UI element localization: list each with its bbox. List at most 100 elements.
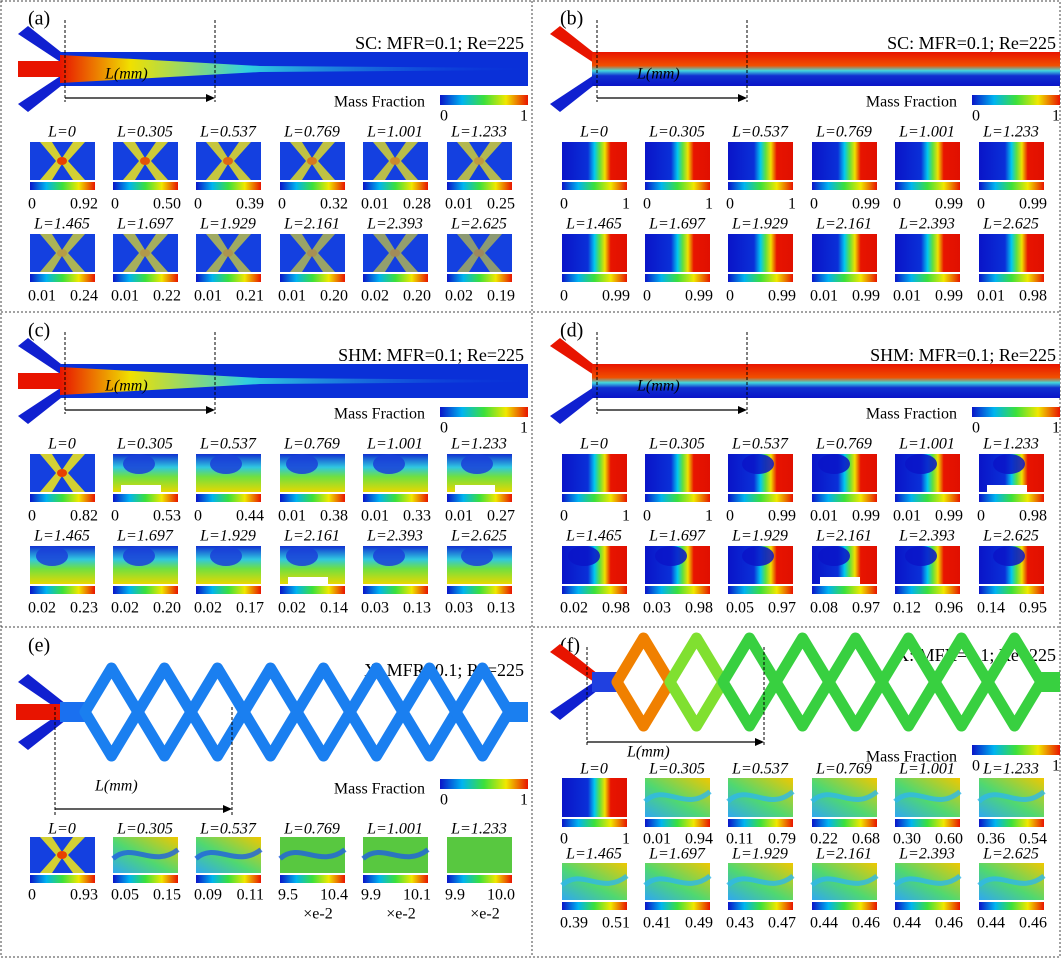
panel: (c)SHM: MFR=0.1; Re=225L(mm)Mass Fractio… [18, 320, 528, 617]
slice-max: 0.21 [236, 288, 264, 305]
slice: L=0.53700.39 [194, 124, 264, 213]
slice-label: L=1.233 [982, 761, 1039, 778]
slice-colorbar [196, 182, 261, 190]
slice-blank [288, 577, 328, 584]
slice-label: L=1.697 [648, 216, 706, 233]
slice-colorbar [363, 586, 428, 594]
panel-label: (c) [28, 320, 50, 342]
slice-min: 0.01 [810, 288, 838, 305]
slice-image [447, 837, 512, 873]
slice-pattern [373, 546, 405, 566]
slice-label: L=1.465 [565, 528, 622, 545]
slice-colorbar [562, 182, 627, 190]
slice-min: 0 [560, 288, 568, 305]
slice-max: 0.33 [403, 508, 431, 525]
zigzag-cell [297, 668, 350, 756]
slice: L=1.0010.010.33 [361, 436, 431, 525]
slice-min: 9.5 [278, 887, 298, 904]
slice-min: 0.01 [278, 508, 306, 525]
slice-pattern [373, 454, 405, 474]
slice: L=0.53700.44 [194, 436, 264, 525]
slice-label: L=1.697 [648, 528, 706, 545]
slice-max: 0.99 [852, 288, 880, 305]
slice-min: 0.44 [893, 915, 921, 932]
slice-colorbar [979, 586, 1044, 594]
legend-title: Mass Fraction [334, 781, 425, 798]
slice-label: L=1.929 [199, 216, 256, 233]
slice-colorbar [979, 902, 1044, 910]
zigzag-cell [244, 668, 297, 756]
panel-title: SHM: MFR=0.1; Re=225 [338, 345, 524, 365]
slice-min: 0 [726, 196, 734, 213]
slice-image [728, 234, 793, 272]
legend-title: Mass Fraction [866, 94, 957, 111]
slice-min: 0.03 [445, 600, 473, 617]
legend-colorbar [440, 95, 528, 105]
slice-min: 0.41 [643, 915, 671, 932]
slice-label: L=0 [47, 124, 76, 141]
slice-note: ×e-2 [303, 906, 332, 923]
slice-max: 0.99 [935, 196, 963, 213]
slice-max: 0.39 [236, 196, 264, 213]
slice-colorbar [562, 274, 627, 282]
slice-colorbar [196, 274, 261, 282]
slice-pattern [57, 157, 67, 165]
zigzag-cell [617, 638, 670, 726]
slice-label: L=1.233 [450, 821, 507, 838]
slice-max: 0.97 [768, 600, 796, 617]
slice-colorbar [979, 494, 1044, 502]
slice-colorbar [363, 182, 428, 190]
slice-max: 0.25 [487, 196, 515, 213]
slice-colorbar [895, 819, 960, 827]
slice-pattern [474, 157, 484, 165]
zigzag-cell [723, 638, 776, 726]
slice-colorbar [280, 586, 345, 594]
slice-min: 9.9 [361, 887, 381, 904]
slice-max: 0.38 [320, 508, 348, 525]
arrow-head [755, 738, 764, 746]
slice-pattern [461, 454, 493, 474]
slice: L=2.3930.030.13 [361, 528, 431, 617]
slice-label: L=1.001 [366, 821, 423, 838]
slice-label: L=2.393 [898, 528, 955, 545]
slice: L=0.30500.53 [111, 436, 181, 525]
slice-pattern [742, 454, 774, 474]
slice-max: 0.95 [1019, 600, 1047, 617]
slice-colorbar [113, 586, 178, 594]
slice-min: 0.02 [28, 600, 56, 617]
length-label: L(mm) [104, 378, 148, 395]
slice-max: 0.92 [70, 196, 98, 213]
slice-label: L=0.305 [116, 821, 173, 838]
slice-max: 0.19 [487, 288, 515, 305]
slice-colorbar [979, 274, 1044, 282]
slice-max: 0.20 [403, 288, 431, 305]
slice-pattern [57, 469, 67, 477]
slice-max: 0.53 [153, 508, 181, 525]
slice-pattern [140, 157, 150, 165]
slice-colorbar [812, 274, 877, 282]
legend-max: 1 [1052, 420, 1060, 437]
slice-label: L=0.769 [283, 124, 340, 141]
length-label: L(mm) [104, 66, 148, 83]
slice-pattern [742, 546, 774, 566]
slice-pattern [57, 249, 67, 257]
slice: L=0.7699.510.4×e-2 [278, 821, 348, 923]
slice-max: 0.27 [487, 508, 515, 525]
slice-pattern [905, 546, 937, 566]
slice-label: L=0.305 [648, 436, 705, 453]
panel: (e)X: MFR=0.1; Re=225L(mm)Mass Fraction0… [16, 635, 528, 923]
slice-max: 0.50 [153, 196, 181, 213]
slice-min: 0 [28, 196, 36, 213]
slice-max: 10.1 [403, 887, 431, 904]
slice-pattern [210, 454, 242, 474]
slice-max: 0.46 [1019, 915, 1047, 932]
slice-pattern [286, 454, 318, 474]
zigzag-cell [138, 668, 191, 756]
slice-pattern [993, 454, 1025, 474]
slice-label: L=0.769 [815, 761, 872, 778]
slice-max: 0.99 [685, 288, 713, 305]
